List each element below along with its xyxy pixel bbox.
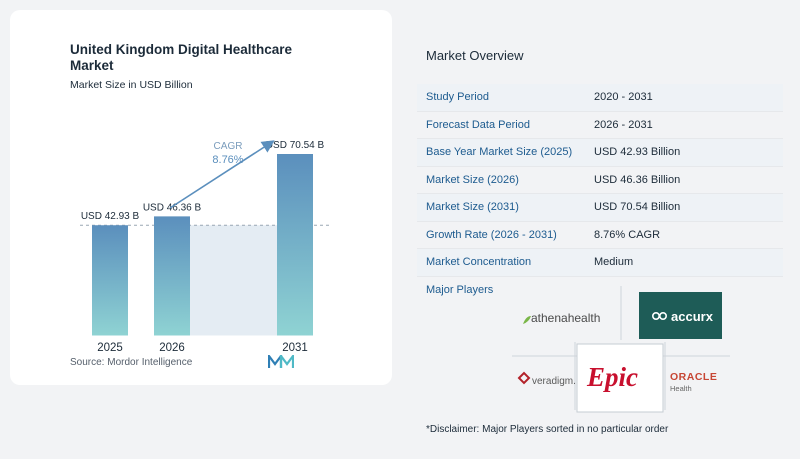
market-overview-panel: Market Overview Study Period 2020 - 2031 … [417,0,800,459]
x-tick-label: 2025 [97,342,123,354]
bar-value-label: USD 70.54 B [266,140,325,151]
x-tick-label: 2031 [282,342,308,354]
athenahealth-logo: athenahealth [531,311,601,325]
cagr-label: CAGR [214,141,243,152]
row-label: Market Size (2031) [426,201,519,214]
forecast-band [190,225,277,336]
row-label: Study Period [426,91,489,104]
row-label: Base Year Market Size (2025) [426,146,573,159]
oracle-health-logo: Health [670,384,692,393]
accurx-icon [652,311,668,320]
overview-row: Market Size (2026) USD 46.36 Billion [417,167,783,194]
overview-row: Growth Rate (2026 - 2031) 8.76% CAGR [417,222,783,249]
row-value: USD 42.93 Billion [594,146,681,159]
row-label: Forecast Data Period [426,118,530,131]
chart-subtitle: Market Size in USD Billion [70,79,193,91]
cagr-value: 8.76% [212,154,243,166]
bar-value-label: USD 42.93 B [81,211,140,222]
row-value: 2020 - 2031 [594,91,653,104]
bar-2025 [92,225,128,336]
bar-value-label: USD 46.36 B [143,202,202,213]
row-value: 2026 - 2031 [594,118,653,131]
row-label: Growth Rate (2026 - 2031) [426,228,557,241]
cagr-arrow [169,140,275,209]
row-label: Market Size (2026) [426,173,519,186]
overview-table: Study Period 2020 - 2031 Forecast Data Pe… [417,84,783,277]
epic-logo: Epic [587,362,638,392]
row-label: Market Concentration [426,256,532,269]
major-players-title: Major Players [426,284,494,296]
overview-row: Market Concentration Medium [417,249,783,277]
epic-logo-box [576,343,664,413]
players-logo-grid [512,286,730,413]
disclaimer: *Disclaimer: Major Players sorted in no … [426,424,669,435]
row-value: USD 70.54 Billion [594,201,681,214]
overview-row: Forecast Data Period 2026 - 2031 [417,112,783,139]
row-value: 8.76% CAGR [594,228,661,241]
bar-chart: USD 42.93 B 2025 USD 46.36 B 2026 USD 70.54 … [80,140,330,354]
overview-row: Base Year Market Size (2025) USD 42.93 Bi… [417,139,783,167]
overview-title: Market Overview [426,48,524,63]
overview-row: Study Period 2020 - 2031 [417,84,783,112]
overview-row: Market Size (2031) USD 70.54 Billion [417,194,783,222]
veradigm-icon [517,371,531,385]
mordor-logo-icon [268,355,294,368]
bar-2031 [277,154,313,336]
row-value: USD 46.36 Billion [594,173,681,186]
accurx-logo: accurx [671,309,713,324]
row-value: Medium [594,256,634,269]
bar-2026 [154,216,190,336]
athena-leaf-icon [523,316,531,324]
veradigm-logo: veradigm. [532,376,576,387]
source-note: Source: Mordor Intelligence [70,357,193,368]
x-tick-label: 2026 [159,342,185,354]
oracle-logo: ORACLE [670,371,718,383]
chart-title: United Kingdom Digital Healthcare Market [70,42,293,73]
